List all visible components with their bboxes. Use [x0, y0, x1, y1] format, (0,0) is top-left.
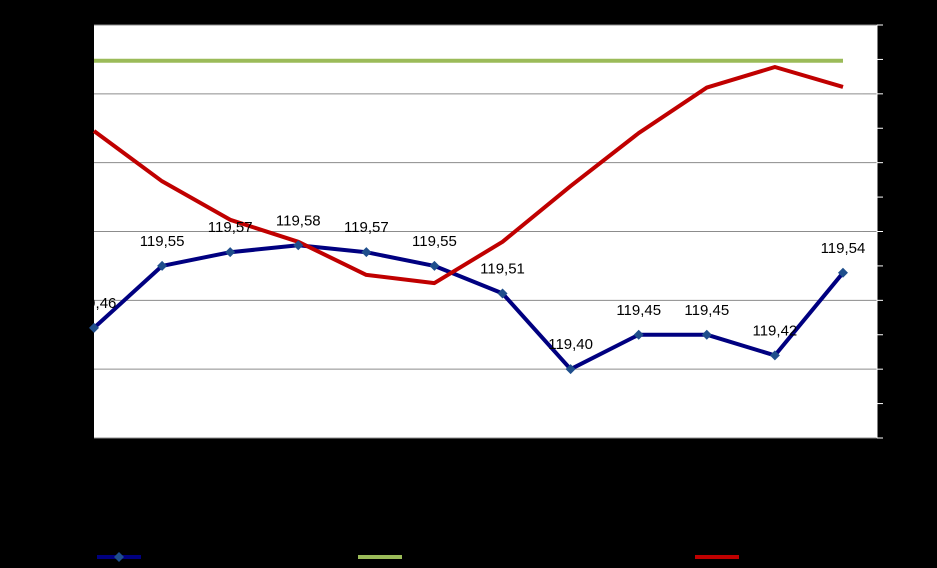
marker	[837, 267, 848, 278]
data-label: 119,54	[821, 240, 866, 257]
legend	[97, 552, 739, 562]
data-label: 119,57	[208, 219, 253, 236]
data-label: 119,45	[684, 302, 729, 319]
marker	[769, 350, 780, 361]
legend-marker	[114, 552, 124, 562]
grid	[94, 24, 883, 439]
data-label: 119,46	[72, 295, 117, 312]
marker	[361, 247, 372, 258]
marker	[701, 329, 712, 340]
data-label: 119,57	[344, 219, 389, 236]
marker	[429, 260, 440, 271]
series-line	[92, 243, 845, 372]
marker	[157, 260, 168, 271]
marker	[497, 288, 508, 299]
data-label: 119,45	[616, 302, 661, 319]
data-label: 119,42	[752, 322, 797, 339]
data-label: 119,40	[548, 336, 593, 353]
marker	[565, 364, 576, 375]
data-label: 119,58	[276, 212, 321, 229]
data-label: 119,55	[412, 233, 457, 250]
data-label: 119,55	[140, 233, 185, 250]
marker	[89, 322, 99, 333]
series-lines	[92, 58, 845, 372]
marker	[633, 329, 644, 340]
markers: 119,46 119,55 119,57 119,58 119,57 119,55 119,…	[72, 212, 866, 375]
series-line	[92, 65, 844, 286]
data-label: 119,51	[480, 260, 525, 277]
marker	[293, 240, 304, 251]
marker	[225, 247, 236, 258]
